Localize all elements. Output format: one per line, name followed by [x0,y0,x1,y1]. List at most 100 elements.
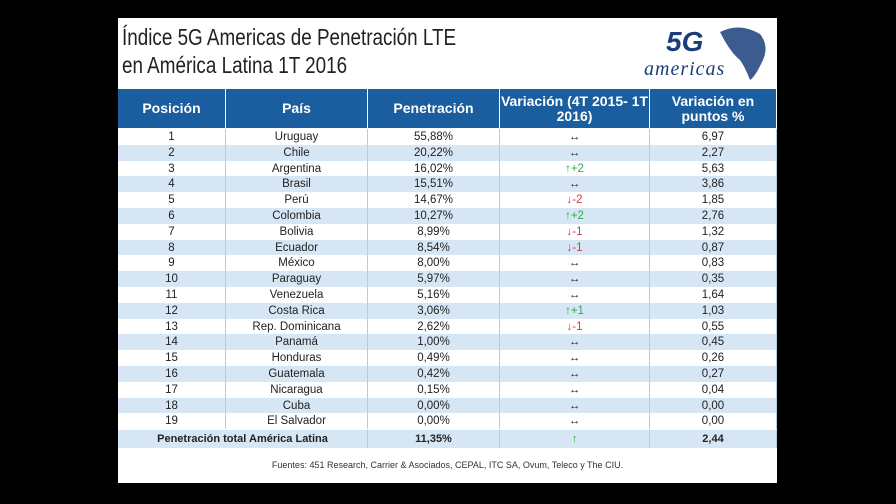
table-cell: 13 [118,318,226,335]
table-cell: Guatemala [226,366,368,382]
column-header: Variación (4T 2015- 1T 2016) [500,89,650,128]
table-cell: Perú [226,192,368,209]
table-cell: ↓-2 [500,192,650,209]
table-cell: 0,87 [650,239,777,256]
table-cell: 14 [118,334,226,351]
table-cell: Colombia [226,208,368,224]
table-cell: 17 [118,381,226,398]
table-cell: Brasil [226,176,368,193]
table-cell: 12 [118,302,226,319]
logo: americas [644,58,726,80]
table-cell: 1,85 [650,192,777,209]
table-cell: 8,99% [368,223,500,240]
table-cell: 5 [118,192,226,209]
table-row: 2 Chile 20,22% ↔ 2,27 [118,144,777,161]
table-cell: 0,42% [368,366,500,382]
table-row: 19 El Salvador 0,00% ↔ 0,00 [118,413,777,430]
table-row: 9 México 8,00% ↔ 0,83 [118,255,777,272]
table-cell: 15,51% [368,176,500,193]
table-cell: 0,45 [650,334,777,351]
table-cell: 0,00% [368,413,500,430]
column-header: Posición [118,89,226,128]
table-cell: ↔ [500,176,650,193]
total-cell: ↑ [500,430,650,449]
table-cell: Argentina [226,160,368,177]
title: Índice 5G Americas de Penetración LTE [122,24,457,50]
table-cell: ↓-1 [500,223,650,240]
table-cell: 0,55 [650,318,777,335]
table-cell: Costa Rica [226,302,368,319]
table-cell: 2,27 [650,144,777,161]
table-cell: Uruguay [226,129,368,145]
column-header: País [226,89,368,128]
table-cell: 1,32 [650,223,777,240]
total-cell: 11,35% [368,430,500,449]
table-cell: ↔ [500,144,650,161]
table-cell: ↔ [500,350,650,367]
table-cell: 5,63 [650,160,777,177]
panel: Índice 5G Americas de Penetración LTE en… [118,18,777,483]
table-cell: México [226,255,368,272]
table-cell: 7 [118,223,226,240]
table-cell: 18 [118,397,226,414]
table-cell: 1,03 [650,302,777,319]
table-cell: 11 [118,287,226,303]
table-row: 17 Nicaragua 0,15% ↔ 0,04 [118,381,777,398]
table-cell: 0,00 [650,397,777,414]
table-cell: 4 [118,176,226,193]
table-cell: ↑+2 [500,160,650,177]
table-cell: 9 [118,255,226,272]
table-cell: 10,27% [368,208,500,224]
table-cell: Cuba [226,397,368,414]
table-cell: 0,26 [650,350,777,367]
table-cell: 14,67% [368,192,500,209]
table-cell: Nicaragua [226,381,368,398]
table-row: 8 Ecuador 8,54% ↓-1 0,87 [118,239,777,256]
table-cell: 3,86 [650,176,777,193]
table-cell: Chile [226,144,368,161]
table-cell: 19 [118,413,226,430]
table-row: 10 Paraguay 5,97% ↔ 0,35 [118,271,777,288]
table-cell: ↔ [500,271,650,288]
table-row: 18 Cuba 0,00% ↔ 0,00 [118,397,777,414]
table-cell: 8 [118,239,226,256]
table-row: 6 Colombia 10,27% ↑+2 2,76 [118,208,777,224]
table-row: 12 Costa Rica 3,06% ↑+1 1,03 [118,302,777,319]
table-row: 15 Honduras 0,49% ↔ 0,26 [118,350,777,367]
table-cell: ↔ [500,381,650,398]
table-cell: El Salvador [226,413,368,430]
table-cell: 5,97% [368,271,500,288]
total-cell: Penetración total América Latina [118,430,368,449]
title: en América Latina 1T 2016 [122,52,348,78]
table-cell: 2 [118,144,226,161]
logo: 5G [666,26,704,57]
table-cell: 2,62% [368,318,500,335]
table-cell: 55,88% [368,129,500,145]
table-cell: 0,00% [368,397,500,414]
total-cell: 2,44 [650,430,777,449]
table-cell: Rep. Dominicana [226,318,368,335]
table-cell: 0,35 [650,271,777,288]
footer: Fuentes: 451 Research, Carrier & Asociad… [271,460,624,470]
table-row: 14 Panamá 1,00% ↔ 0,45 [118,334,777,351]
logo-globe [720,27,766,81]
table-cell: Paraguay [226,271,368,288]
table-row: 13 Rep. Dominicana 2,62% ↓-1 0,55 [118,318,777,335]
table-cell: 3,06% [368,302,500,319]
table-cell: Bolivia [226,223,368,240]
table-cell: 16,02% [368,160,500,177]
table-cell: 1 [118,129,226,145]
table-cell: 10 [118,271,226,288]
table-cell: ↓-1 [500,318,650,335]
table-cell: 8,54% [368,239,500,256]
table-cell: 3 [118,160,226,177]
table-cell: 5,16% [368,287,500,303]
table-cell: 20,22% [368,144,500,161]
table-cell: 16 [118,366,226,382]
table-cell: ↑+1 [500,302,650,319]
table-cell: ↑+2 [500,208,650,224]
table-cell: 0,15% [368,381,500,398]
table-cell: 6 [118,208,226,224]
table-cell: Honduras [226,350,368,367]
